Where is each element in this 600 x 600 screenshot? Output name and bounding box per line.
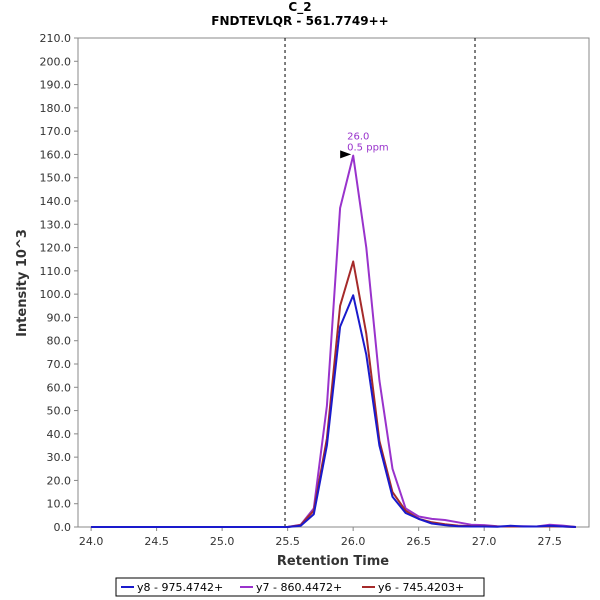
y-tick-label: 0.0 [54, 521, 72, 534]
series-line-y8 [91, 294, 576, 528]
y-tick-label: 190.0 [40, 79, 72, 92]
y-tick-label: 70.0 [47, 358, 72, 371]
y-tick-label: 30.0 [47, 451, 72, 464]
peak-annotation-ppm: 0.5 ppm [347, 142, 389, 153]
x-tick-label: 27.5 [537, 535, 562, 548]
y-tick-label: 120.0 [40, 242, 72, 255]
x-tick-label: 27.0 [472, 535, 497, 548]
y-tick-label: 180.0 [40, 102, 72, 115]
x-tick-label: 26.5 [406, 535, 431, 548]
x-tick-label: 25.5 [275, 535, 300, 548]
y-tick-label: 170.0 [40, 125, 72, 138]
chart-subtitle: FNDTEVLQR - 561.7749++ [211, 14, 388, 28]
y-axis: 0.0 10.0 20.0 30.0 40.0 50.0 60.0 70.0 80.0 90.0 1… [40, 32, 78, 534]
chart-title: C_2 [288, 0, 311, 15]
legend: y8 - 975.4742+ y7 - 860.4472+ y6 - 745.420… [115, 577, 485, 597]
y-tick-label: 10.0 [47, 498, 72, 511]
legend-item-label: y6 - 745.4203+ [378, 581, 464, 594]
y-tick-label: 20.0 [47, 474, 72, 487]
x-tick-label: 26.0 [341, 535, 366, 548]
y-tick-label: 140.0 [40, 195, 72, 208]
peak-annotation: 26.0 0.5 ppm [340, 131, 389, 159]
y-tick-label: 110.0 [40, 265, 72, 278]
peak-annotation-time: 26.0 [347, 131, 369, 142]
y-tick-label: 40.0 [47, 428, 72, 441]
x-tick-label: 24.0 [79, 535, 104, 548]
y-tick-label: 160.0 [40, 148, 72, 161]
x-tick-label: 24.5 [144, 535, 169, 548]
y-tick-label: 90.0 [47, 311, 72, 324]
y-tick-label: 210.0 [40, 32, 72, 45]
legend-box [115, 577, 485, 597]
x-axis: 24.0 24.5 25.0 25.5 26.0 26.5 27.0 27.5 [79, 527, 562, 548]
y-tick-label: 100.0 [40, 288, 72, 301]
y-tick-label: 130.0 [40, 218, 72, 231]
y-tick-label: 80.0 [47, 335, 72, 348]
legend-item-label: y8 - 975.4742+ [137, 581, 223, 594]
legend-item-label: y7 - 860.4472+ [256, 581, 342, 594]
y-axis-label: Intensity 10^3 [15, 229, 30, 337]
x-axis-label: Retention Time [277, 554, 389, 569]
y-tick-label: 200.0 [40, 55, 72, 68]
y-tick-label: 60.0 [47, 381, 72, 394]
y-tick-label: 50.0 [47, 405, 72, 418]
plot-area [77, 37, 590, 528]
y-tick-label: 150.0 [40, 172, 72, 185]
series-lines [91, 154, 577, 528]
x-tick-label: 25.0 [210, 535, 235, 548]
peak-marker-icon [340, 150, 352, 159]
